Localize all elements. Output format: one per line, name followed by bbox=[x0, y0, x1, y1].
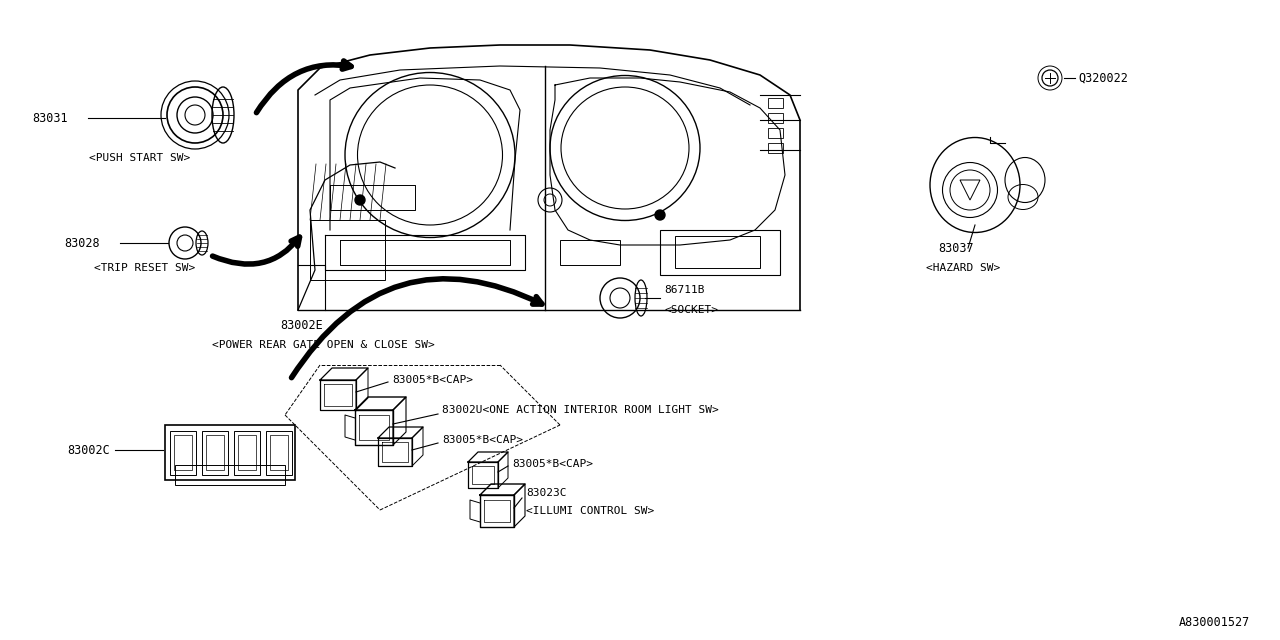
Text: <SOCKET>: <SOCKET> bbox=[664, 305, 718, 315]
Bar bbox=[561, 240, 620, 265]
Text: <ILLUMI CONTROL SW>: <ILLUMI CONTROL SW> bbox=[526, 506, 654, 516]
Text: Q320022: Q320022 bbox=[1078, 72, 1128, 84]
FancyArrowPatch shape bbox=[212, 237, 300, 264]
Text: <TRIP RESET SW>: <TRIP RESET SW> bbox=[95, 263, 196, 273]
Circle shape bbox=[355, 195, 365, 205]
Text: <PUSH START SW>: <PUSH START SW> bbox=[90, 153, 191, 163]
Bar bbox=[310, 220, 385, 280]
Circle shape bbox=[655, 210, 666, 220]
Bar bbox=[165, 425, 294, 480]
Bar bbox=[768, 143, 783, 153]
Text: 83002C: 83002C bbox=[68, 444, 110, 456]
Bar bbox=[266, 431, 292, 475]
FancyArrowPatch shape bbox=[256, 61, 351, 113]
Bar bbox=[768, 113, 783, 123]
Bar bbox=[768, 98, 783, 108]
Text: 83005*B<CAP>: 83005*B<CAP> bbox=[442, 435, 524, 445]
Text: 83028: 83028 bbox=[64, 237, 100, 250]
Text: 83002U<ONE ACTION INTERIOR ROOM LIGHT SW>: 83002U<ONE ACTION INTERIOR ROOM LIGHT SW… bbox=[442, 405, 719, 415]
Text: 86711B: 86711B bbox=[664, 285, 704, 295]
Bar bbox=[238, 435, 256, 470]
Bar bbox=[175, 465, 285, 485]
Bar bbox=[270, 435, 288, 470]
Text: 83037: 83037 bbox=[938, 241, 974, 255]
Bar bbox=[174, 435, 192, 470]
Bar bbox=[768, 128, 783, 138]
Bar bbox=[660, 230, 780, 275]
Bar bbox=[206, 435, 224, 470]
Bar bbox=[234, 431, 260, 475]
Text: <HAZARD SW>: <HAZARD SW> bbox=[925, 263, 1000, 273]
Bar bbox=[170, 431, 196, 475]
Text: 83002E: 83002E bbox=[280, 319, 323, 332]
Bar bbox=[675, 236, 760, 268]
Text: 83031: 83031 bbox=[32, 111, 68, 125]
Text: A830001527: A830001527 bbox=[1179, 616, 1251, 628]
Text: <POWER REAR GATE OPEN & CLOSE SW>: <POWER REAR GATE OPEN & CLOSE SW> bbox=[212, 340, 435, 350]
Bar bbox=[202, 431, 228, 475]
Text: 83005*B<CAP>: 83005*B<CAP> bbox=[512, 459, 593, 469]
Text: 83005*B<CAP>: 83005*B<CAP> bbox=[392, 375, 474, 385]
FancyArrowPatch shape bbox=[292, 279, 541, 378]
Text: 83023C: 83023C bbox=[526, 488, 567, 498]
